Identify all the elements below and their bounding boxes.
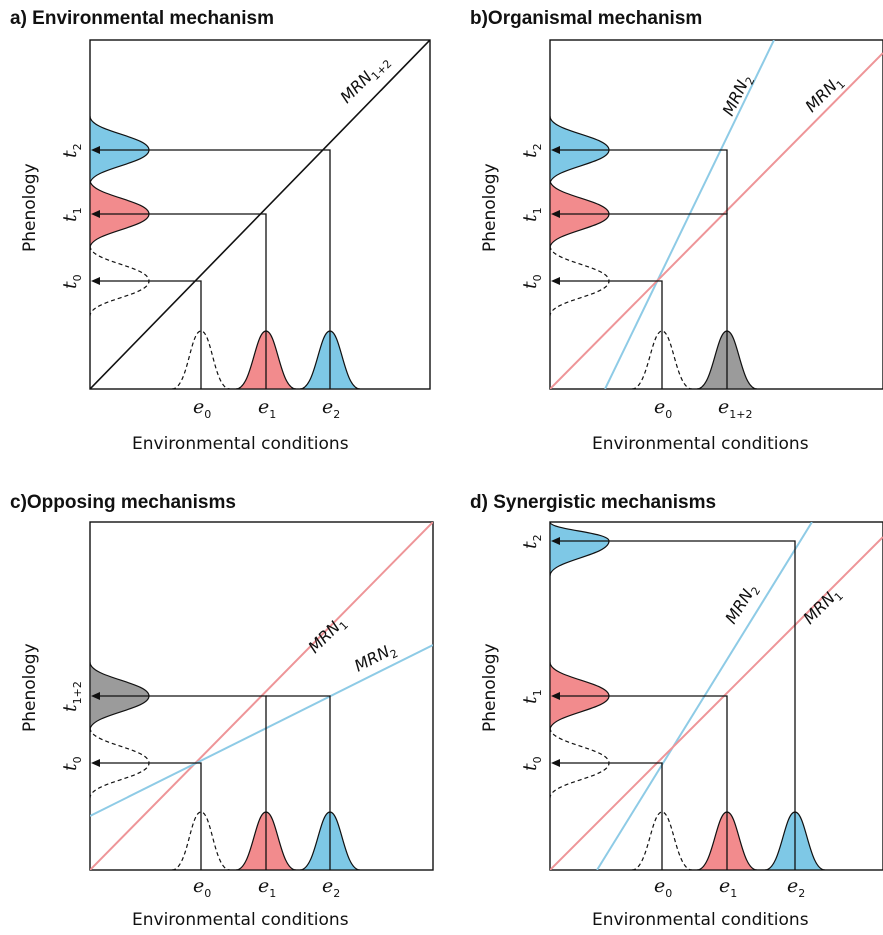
panel-d-ytick-t0: t0: [519, 756, 544, 771]
panel-c-arrow-0: [91, 759, 100, 767]
panel-d-xtick-e2: e2: [787, 875, 805, 900]
panel-b-mrn1-line: [550, 52, 883, 389]
panel-c-xtick-e2: e2: [322, 875, 340, 900]
panel-c-dist-e0: [171, 811, 231, 870]
panel-b-ytick-t2: t2: [519, 143, 544, 158]
panel-b-guide-1: [558, 213, 728, 389]
panel-c-mrn2-label: MRN2: [351, 639, 400, 679]
panel-b-xtick-e0: e0: [654, 396, 672, 421]
panel-c-guide-2: [266, 695, 331, 870]
panel-b-title: b)Organismal mechanism: [470, 8, 703, 29]
panel-a-guide-2: [98, 149, 331, 389]
panel-d-guide-1: [558, 695, 728, 870]
panel-b-arrow-2: [551, 146, 560, 154]
panel-d-dist-t2: [550, 522, 610, 577]
panel-c-ytick-t12: t1+2: [59, 681, 84, 712]
panel-d-ytick-t1: t1: [519, 689, 544, 704]
panel-a-dist-e0: [171, 330, 231, 389]
panel-a-arrow-2: [91, 146, 100, 154]
panel-a: MRN1+2 e0 e1 e2 t0 t1 t2: [59, 39, 431, 421]
panel-d: MRN2 MRN1 e0 e1 e2 t0 t1 t2: [519, 521, 883, 900]
panel-a-ytick-t0: t0: [59, 274, 84, 289]
panel-a-xlabel: Environmental conditions: [132, 434, 349, 454]
panel-c-arrow-1: [91, 692, 100, 700]
panel-c-xlabel: Environmental conditions: [132, 910, 349, 930]
panel-d-mrn1-label: MRN1: [799, 583, 846, 630]
panel-d-xlabel: Environmental conditions: [592, 910, 809, 930]
panel-a-arrow-1: [91, 210, 100, 218]
panel-d-arrow-1: [551, 692, 560, 700]
panel-c: MRN1 MRN2 e0 e1 e2 t0 t1+2: [59, 521, 434, 900]
panel-a-guide-0: [98, 280, 202, 389]
panel-d-xtick-e1: e1: [719, 875, 737, 900]
panel-c-mrn1-label: MRN1: [304, 612, 351, 659]
panel-d-ytick-t2: t2: [519, 534, 544, 549]
panel-d-mrn2-label: MRN2: [721, 580, 763, 629]
panel-a-arrow-0: [91, 277, 100, 285]
panel-a-title: a) Environmental mechanism: [10, 8, 274, 29]
panel-c-xtick-e1: e1: [258, 875, 276, 900]
panel-b-ytick-t1: t1: [519, 207, 544, 222]
panel-c-guide-0: [98, 762, 202, 870]
panel-c-title: c)Opposing mechanisms: [10, 492, 236, 513]
panel-d-mrn1-line: [550, 536, 883, 870]
panel-b: MRN2 MRN1 e0 e1+2 t0 t1 t2: [519, 39, 883, 421]
panel-d-guide-0: [558, 762, 663, 870]
panel-a-mrn-label: MRN1+2: [336, 51, 394, 109]
panel-b-arrow-1: [551, 210, 560, 218]
panel-b-guide-0: [558, 280, 663, 389]
panel-b-guide-2: [558, 149, 728, 214]
panel-d-title: d) Synergistic mechanisms: [470, 492, 717, 513]
panel-c-guide-1: [98, 695, 267, 870]
panel-b-xtick-e12: e1+2: [718, 396, 752, 421]
panel-c-xtick-e0: e0: [193, 875, 211, 900]
panel-a-xtick-e1: e1: [258, 396, 276, 421]
panel-a-xtick-e2: e2: [322, 396, 340, 421]
panel-b-xlabel: Environmental conditions: [592, 434, 809, 454]
panel-a-xtick-e0: e0: [193, 396, 211, 421]
panel-a-ytick-t2: t2: [59, 143, 84, 158]
panel-d-xtick-e0: e0: [654, 875, 672, 900]
panel-d-guide-2: [558, 540, 796, 870]
panel-c-ytick-t0: t0: [59, 756, 84, 771]
panel-d-arrow-0: [551, 759, 560, 767]
panel-a-guide-1: [98, 213, 267, 389]
panel-d-arrow-2: [551, 537, 560, 545]
panel-b-arrow-0: [551, 277, 560, 285]
panel-a-ytick-t1: t1: [59, 207, 84, 222]
panel-b-mrn2-label: MRN2: [719, 71, 758, 120]
panel-b-ytick-t0: t0: [519, 274, 544, 289]
panel-c-mrn2-line: [90, 644, 433, 817]
